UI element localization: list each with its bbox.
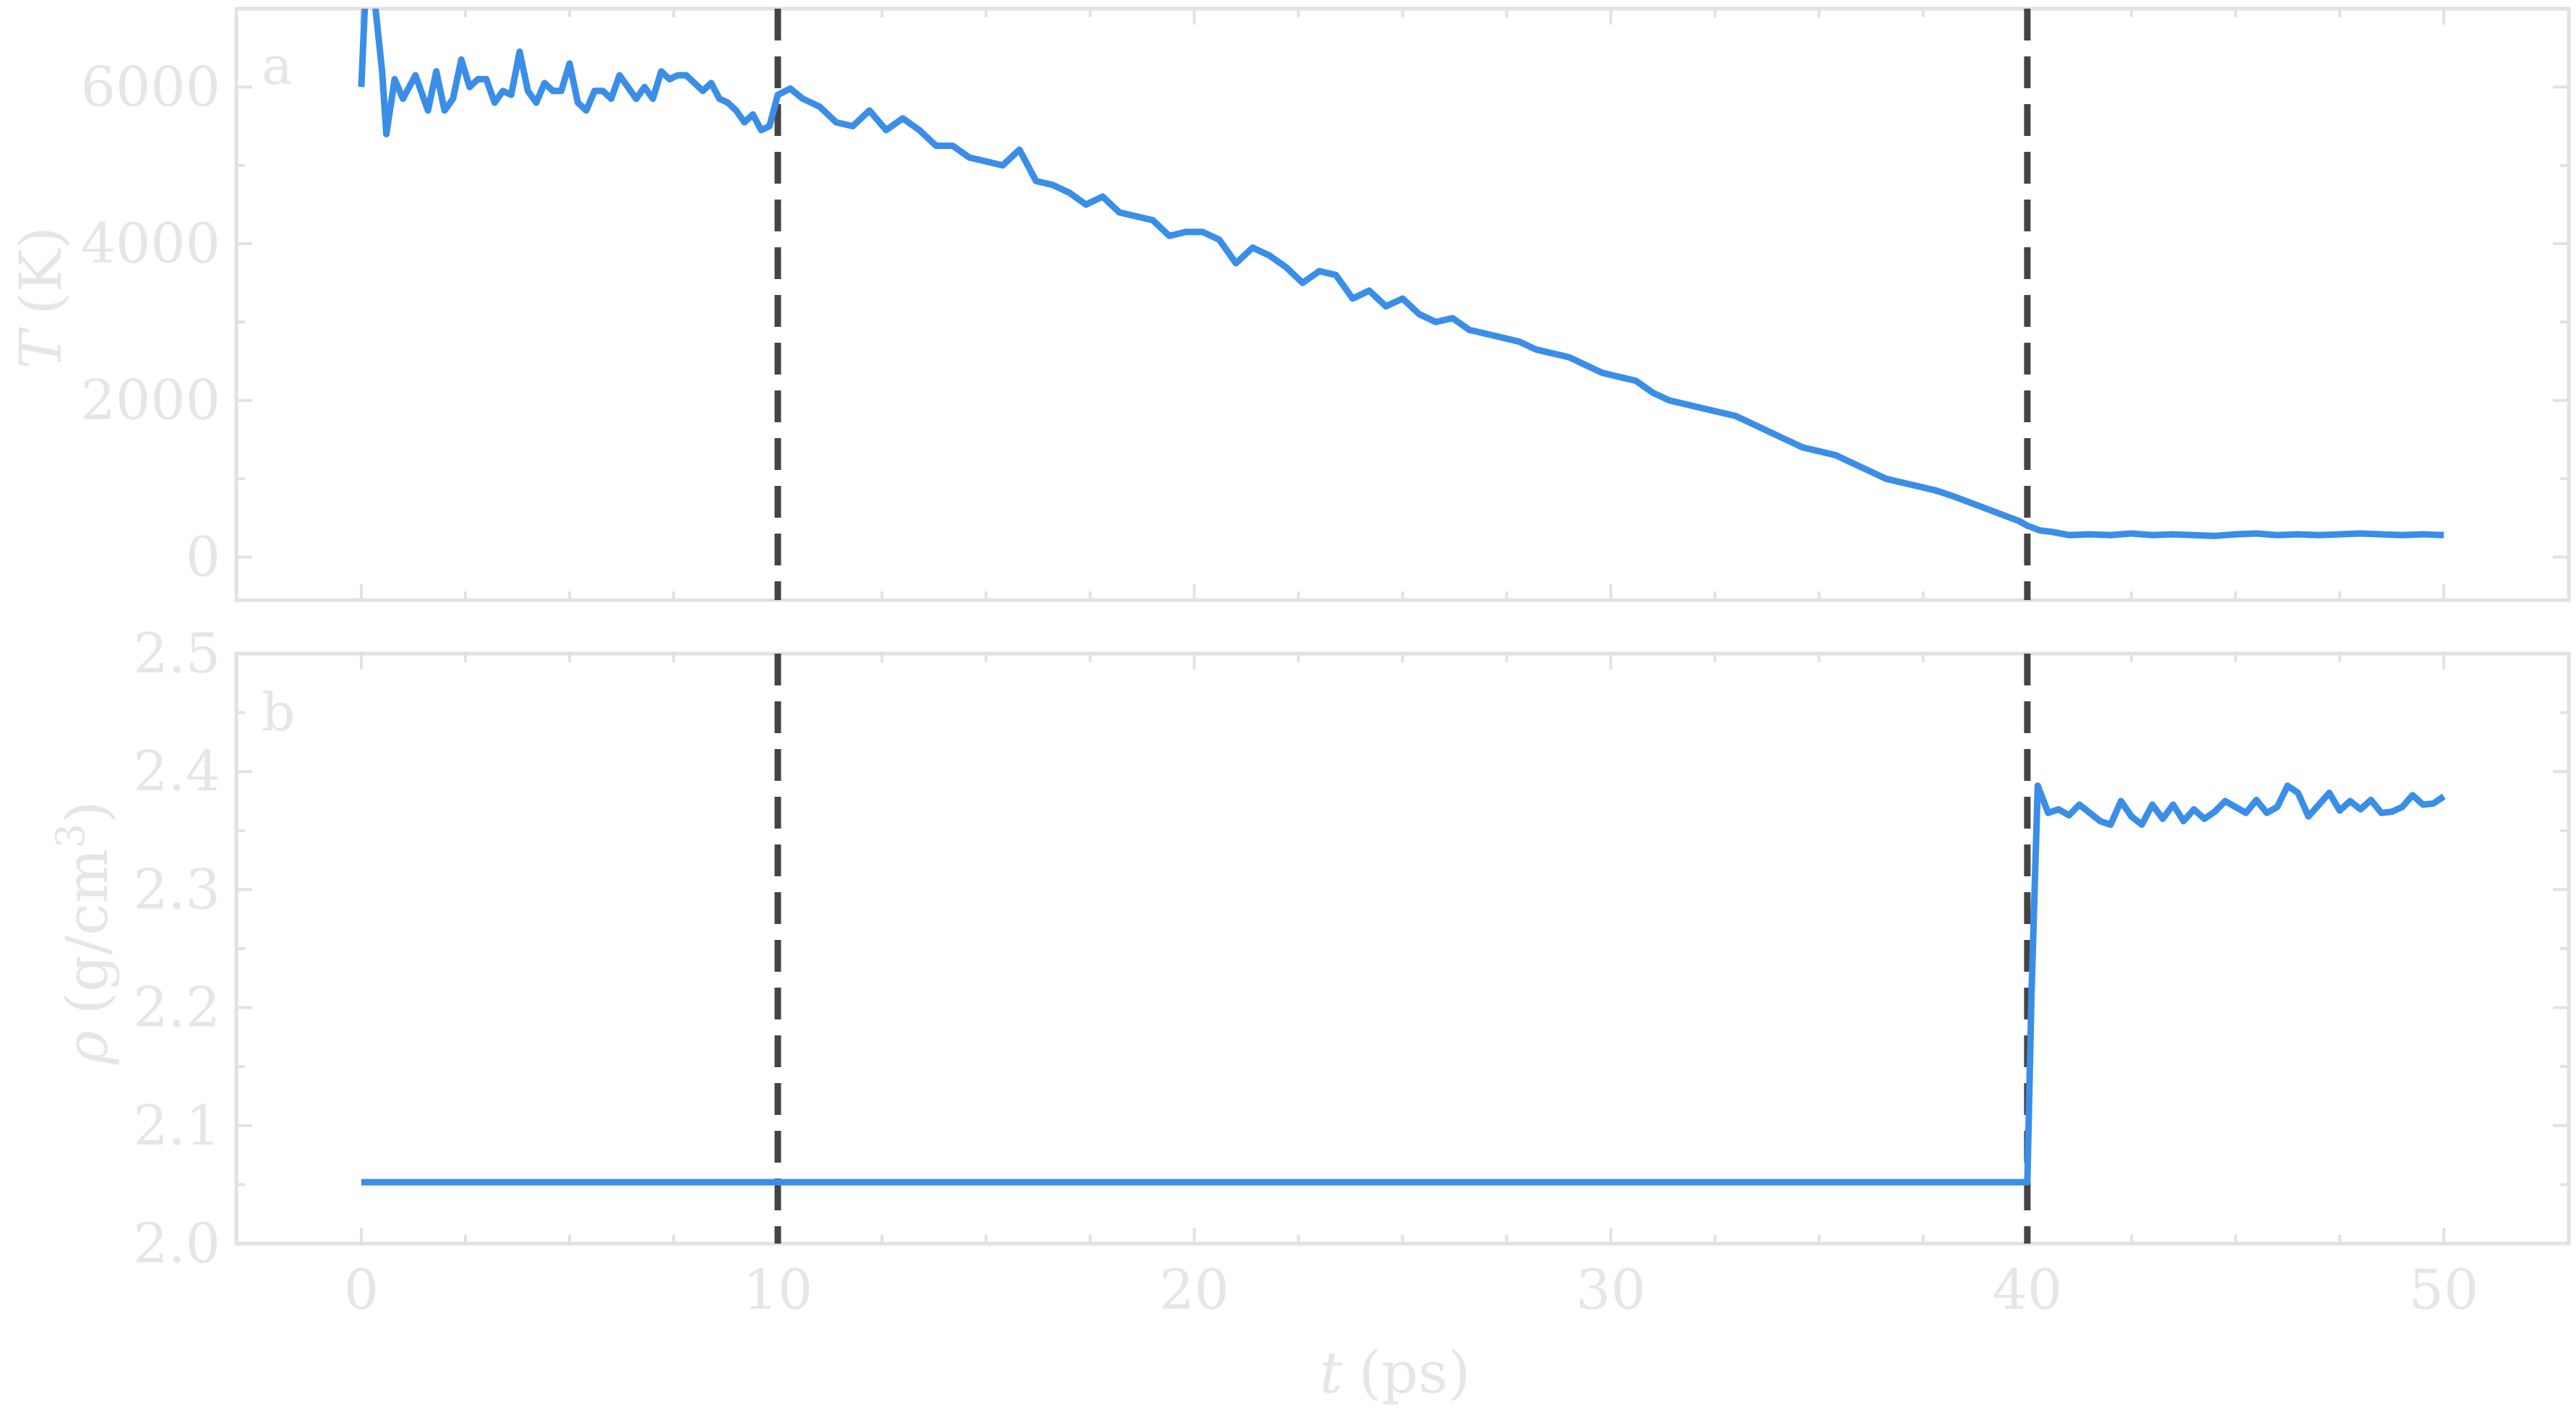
panel-a-label: a: [262, 35, 293, 96]
panel-a-series-line: [358, 9, 2444, 539]
panel-b-y-axis-unit: (g/cm: [53, 848, 121, 1014]
panel-b-y-axis-superscript: 3: [48, 824, 93, 848]
panel-b-y-tick-label: 2.2: [133, 975, 220, 1040]
panel-b-series-line: [361, 782, 2446, 1186]
panel-a-temperature: 0 2000 4000 6000: [81, 7, 2571, 602]
x-tick-label: 50: [2409, 1257, 2479, 1322]
panel-a-y-axis-label: T (K): [7, 226, 74, 369]
panel-a-y-tick-label: 6000: [81, 54, 220, 119]
x-axis-label: t (ps): [1320, 1339, 1471, 1406]
panel-a-y-tick-label: 4000: [81, 211, 220, 275]
panel-a-y-axis-symbol: T: [7, 327, 74, 369]
panel-b-y-tick-label: 2.0: [133, 1211, 220, 1275]
panel-b-y-axis-symbol: ρ: [53, 1030, 121, 1065]
panel-b-frame: [234, 651, 2571, 1246]
panel-b-y-tick-label: 2.5: [133, 621, 220, 685]
panel-b-y-tick-label: 2.3: [133, 857, 220, 921]
x-tick-label: 20: [1159, 1257, 1229, 1322]
panel-b-y-axis-label: ρ (g/cm3): [48, 801, 121, 1066]
panel-b-y-tick-label: 2.1: [133, 1093, 220, 1158]
x-tick-label: 10: [743, 1257, 813, 1322]
panel-b-density: 0 10 20 30 40 50 2.0 2.1 2.2 2.3 2.4 2.5: [133, 621, 2571, 1322]
x-axis-unit: (ps): [1359, 1339, 1471, 1406]
panel-a-y-tick-label: 0: [186, 524, 220, 589]
x-axis-symbol: t: [1320, 1339, 1344, 1406]
panel-a-y-axis-unit: (K): [7, 226, 74, 315]
x-tick-label: 30: [1576, 1257, 1646, 1322]
panel-a-y-tick-label: 2000: [81, 368, 220, 432]
x-tick-label: 40: [1993, 1257, 2063, 1322]
panel-b-label: b: [262, 682, 295, 743]
x-tick-label: 0: [344, 1257, 379, 1322]
panel-a-frame: [234, 7, 2571, 602]
panel-b-y-axis-close: ): [53, 801, 121, 824]
panel-b-y-tick-label: 2.4: [133, 739, 220, 803]
